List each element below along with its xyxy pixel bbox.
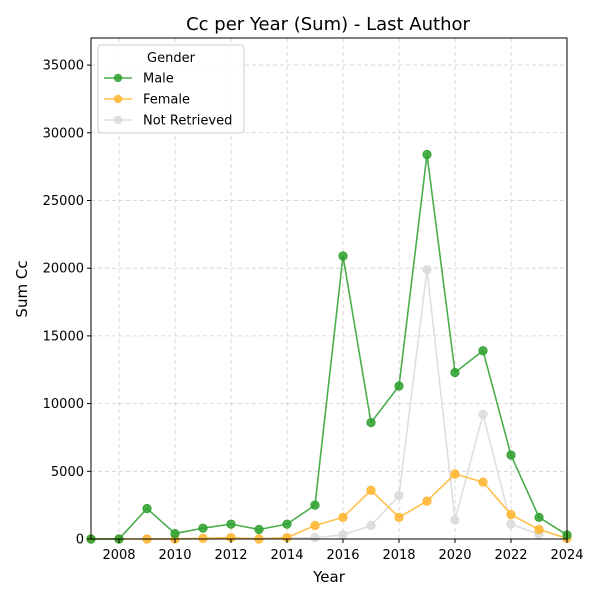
y-tick-label: 5000: [51, 465, 84, 480]
data-point: [338, 512, 348, 522]
y-axis-label: Sum Cc: [13, 260, 31, 317]
data-point: [226, 519, 236, 529]
x-tick-label: 2024: [550, 548, 583, 563]
x-tick-label: 2016: [326, 548, 359, 563]
x-tick-label: 2018: [382, 548, 415, 563]
series-line-male: [91, 153, 568, 540]
legend-entry-not-retrieved: Not Retrieved: [104, 114, 232, 129]
data-point: [506, 450, 516, 460]
data-point: [534, 512, 544, 522]
data-point: [282, 519, 292, 529]
data-point: [338, 251, 348, 261]
legend-entry-male: Male: [104, 72, 174, 87]
data-point: [422, 264, 432, 275]
data-point: [366, 485, 376, 495]
x-tick-label: 2022: [494, 548, 527, 563]
data-point: [310, 520, 320, 531]
legend-marker: [113, 73, 123, 83]
data-point: [450, 515, 460, 525]
data-point: [254, 524, 264, 535]
ticks: 2008 2010 2012 2014 2016 2018 2020 2022 2024 0 500…: [43, 59, 584, 563]
data-point: [422, 149, 432, 160]
chart-title: Cc per Year (Sum) - Last Author: [186, 14, 470, 35]
data-point: [198, 533, 208, 543]
series-line-not-retrieved: [146, 268, 540, 540]
legend-label: Male: [143, 72, 174, 87]
data-point: [506, 510, 516, 520]
x-tick-label: 2014: [270, 548, 303, 563]
data-point: [310, 500, 320, 510]
data-point: [366, 520, 376, 531]
series-not-retrieved: [142, 264, 544, 544]
data-point: [170, 528, 180, 539]
data-point: [534, 524, 544, 535]
y-tick-label: 30000: [43, 126, 84, 141]
legend-entries: Male Female Not Retrieved: [104, 72, 232, 129]
data-point: [366, 417, 376, 428]
data-point: [198, 523, 208, 533]
data-point: [478, 346, 488, 356]
legend-entry-female: Female: [104, 93, 190, 108]
data-point: [338, 530, 348, 540]
data-point: [450, 367, 460, 378]
legend-marker: [113, 94, 123, 104]
x-axis-label: Year: [312, 568, 346, 586]
y-tick-label: 35000: [43, 59, 84, 74]
series-male: [86, 149, 572, 544]
x-tick-label: 2010: [158, 548, 191, 563]
data-point: [506, 519, 516, 529]
y-tick-label: 20000: [43, 262, 84, 277]
series-layer: [86, 149, 572, 544]
legend-label: Not Retrieved: [143, 114, 232, 129]
data-point: [422, 496, 432, 506]
legend-title: Gender: [147, 51, 196, 66]
y-tick-label: 15000: [43, 329, 84, 344]
x-tick-label: 2012: [214, 548, 247, 563]
x-tick-label: 2008: [102, 548, 135, 563]
series-line-female: [91, 473, 568, 540]
data-point: [394, 512, 404, 522]
y-tick-label: 0: [76, 533, 84, 548]
data-point: [478, 477, 488, 487]
data-point: [394, 381, 404, 391]
data-point: [142, 503, 152, 514]
y-tick-label: 10000: [43, 397, 84, 412]
legend-box: [97, 44, 245, 134]
x-tick-label: 2020: [438, 548, 471, 563]
legend-marker: [113, 115, 123, 125]
plot-frame: [90, 37, 568, 540]
legend-label: Female: [143, 93, 190, 108]
data-point: [394, 491, 404, 501]
series-female: [86, 469, 572, 544]
legend: Gender Male Female Not Retrieved: [97, 44, 245, 134]
data-point: [310, 533, 320, 543]
y-tick-label: 25000: [43, 194, 84, 209]
data-point: [478, 409, 488, 420]
data-point: [450, 469, 460, 479]
